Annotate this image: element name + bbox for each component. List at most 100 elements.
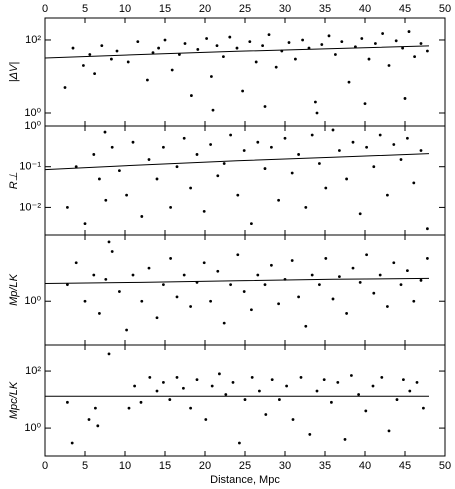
point bbox=[147, 266, 151, 270]
point bbox=[216, 174, 220, 178]
point bbox=[242, 149, 246, 152]
point bbox=[406, 269, 409, 273]
x-tick-label: 45 bbox=[399, 460, 411, 472]
point bbox=[250, 375, 254, 379]
point bbox=[413, 55, 416, 59]
x-tick-label: 35 bbox=[319, 460, 331, 472]
point bbox=[215, 44, 219, 48]
point bbox=[92, 273, 96, 277]
x-tick-label: 0 bbox=[42, 3, 48, 15]
point bbox=[258, 389, 261, 393]
point bbox=[256, 273, 260, 277]
point bbox=[238, 441, 241, 445]
y-tick-label: 10⁰ bbox=[24, 120, 41, 132]
point bbox=[218, 372, 221, 376]
y-axis-label: R⊥ bbox=[8, 172, 20, 190]
point bbox=[126, 60, 130, 64]
point bbox=[263, 105, 267, 108]
x-tick-label: 50 bbox=[439, 3, 451, 15]
point bbox=[320, 43, 324, 46]
point bbox=[381, 32, 384, 35]
panel-frame bbox=[44, 17, 446, 127]
point bbox=[387, 64, 391, 67]
x-tick-label: 30 bbox=[279, 460, 291, 472]
point bbox=[163, 38, 167, 42]
point bbox=[372, 291, 376, 295]
point bbox=[92, 153, 96, 156]
point bbox=[222, 55, 225, 59]
point bbox=[294, 57, 297, 61]
point bbox=[345, 312, 348, 315]
x-tick-label: 25 bbox=[239, 3, 251, 15]
point bbox=[358, 212, 362, 216]
point bbox=[261, 44, 264, 48]
point bbox=[347, 80, 351, 84]
point bbox=[155, 177, 159, 181]
point bbox=[170, 68, 174, 72]
point bbox=[205, 37, 209, 40]
x-tick-label: 20 bbox=[199, 3, 211, 15]
point bbox=[88, 53, 92, 56]
point bbox=[196, 48, 200, 51]
point bbox=[399, 158, 403, 161]
point bbox=[182, 136, 186, 140]
point bbox=[189, 406, 193, 410]
point bbox=[125, 193, 128, 197]
point bbox=[175, 165, 179, 169]
point bbox=[250, 308, 253, 312]
point bbox=[189, 305, 193, 308]
point bbox=[110, 250, 114, 253]
point bbox=[315, 111, 319, 115]
fit-line bbox=[44, 277, 430, 284]
point bbox=[343, 438, 347, 441]
point bbox=[66, 400, 69, 404]
point bbox=[140, 215, 144, 218]
point bbox=[182, 386, 185, 390]
point bbox=[310, 273, 314, 277]
point bbox=[139, 400, 143, 404]
point bbox=[336, 381, 340, 384]
point bbox=[345, 177, 348, 181]
point bbox=[406, 136, 409, 140]
y-tick-label: 10⁻¹ bbox=[19, 161, 41, 173]
point bbox=[392, 143, 396, 146]
x-tick-label: 45 bbox=[399, 3, 411, 15]
point bbox=[264, 413, 268, 416]
point bbox=[422, 406, 425, 410]
point bbox=[83, 222, 87, 226]
point bbox=[278, 398, 281, 401]
point bbox=[110, 57, 113, 61]
point bbox=[394, 39, 398, 43]
point bbox=[290, 171, 294, 175]
x-tick-label: 15 bbox=[159, 460, 171, 472]
x-tick-label: 5 bbox=[82, 460, 88, 472]
point bbox=[426, 49, 429, 53]
point bbox=[371, 384, 375, 388]
point bbox=[242, 290, 246, 293]
point bbox=[224, 393, 228, 396]
point bbox=[87, 418, 91, 421]
point bbox=[168, 398, 172, 401]
point bbox=[155, 316, 159, 320]
point bbox=[277, 302, 280, 306]
point bbox=[241, 89, 245, 93]
fit-line bbox=[44, 45, 430, 59]
point bbox=[415, 381, 419, 384]
point bbox=[236, 193, 240, 197]
point bbox=[331, 128, 335, 132]
point bbox=[70, 441, 74, 445]
point bbox=[209, 299, 213, 303]
x-tick-label: 40 bbox=[359, 3, 371, 15]
point bbox=[304, 206, 308, 209]
point bbox=[378, 133, 382, 137]
point bbox=[169, 206, 173, 209]
point bbox=[270, 263, 273, 267]
point bbox=[291, 418, 295, 421]
point bbox=[110, 145, 114, 149]
point bbox=[131, 140, 135, 144]
point bbox=[229, 133, 233, 137]
x-axis-label: Distance, Mpc bbox=[210, 474, 280, 486]
point bbox=[297, 153, 300, 156]
point bbox=[374, 42, 377, 45]
point bbox=[351, 140, 355, 144]
